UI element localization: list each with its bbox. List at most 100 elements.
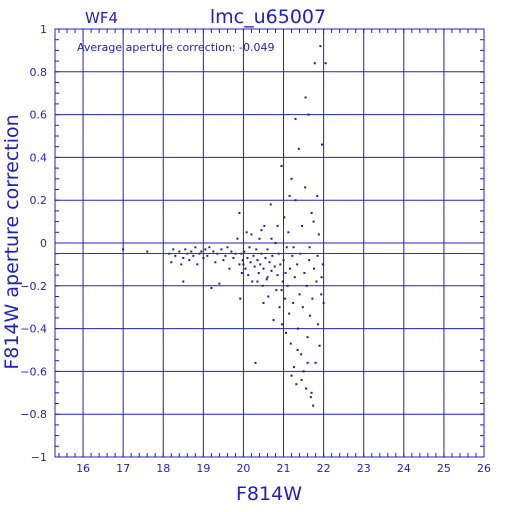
x-tick-label: 25 xyxy=(437,462,451,475)
scatter-point xyxy=(194,246,197,249)
scatter-point xyxy=(192,254,195,257)
dataset-title: lmc_u65007 xyxy=(210,6,326,28)
scatter-point xyxy=(188,259,191,262)
scatter-point xyxy=(200,250,203,253)
scatter-point xyxy=(315,280,318,283)
y-tick-label: −0.4 xyxy=(20,323,47,336)
x-tick-label: 16 xyxy=(76,462,90,475)
scatter-point xyxy=(316,254,319,257)
scatter-point xyxy=(280,289,283,292)
scatter-point xyxy=(296,327,299,330)
scatter-point xyxy=(292,246,295,249)
scatter-point xyxy=(312,404,315,407)
scatter-point xyxy=(266,248,269,251)
scatter-point xyxy=(321,143,324,146)
scatter-point xyxy=(238,263,241,266)
data-points xyxy=(122,45,327,407)
scatter-point xyxy=(275,289,278,292)
scatter-point xyxy=(268,261,271,264)
x-tick-label: 26 xyxy=(477,462,491,475)
scatter-point xyxy=(122,248,125,251)
scatter-point xyxy=(273,265,276,268)
scatter-point xyxy=(290,374,293,377)
scatter-point xyxy=(271,254,274,257)
x-tick-label: 18 xyxy=(156,462,170,475)
x-axis-ticks: 16 17 18 19 20 21 22 23 24 25 26 xyxy=(58,29,491,475)
scatter-point xyxy=(260,229,263,232)
scatter-point xyxy=(310,391,313,394)
scatter-point xyxy=(228,267,231,270)
scatter-point xyxy=(246,256,249,259)
scatter-point xyxy=(291,254,294,257)
scatter-point xyxy=(170,261,173,264)
scatter-point xyxy=(308,314,311,317)
scatter-point xyxy=(208,246,211,249)
scatter-point xyxy=(309,396,312,399)
scatter-point xyxy=(232,256,235,259)
scatter-point xyxy=(276,274,279,277)
x-axis-label: F814W xyxy=(236,483,302,505)
scatter-point xyxy=(298,293,301,296)
scatter-point xyxy=(288,267,291,270)
scatter-point xyxy=(304,186,307,189)
scatter-point xyxy=(321,263,324,266)
scatter-point xyxy=(311,297,314,300)
y-tick-label: −0.8 xyxy=(20,408,47,421)
scatter-point xyxy=(308,246,311,249)
scatter-point xyxy=(304,96,307,99)
scatter-point xyxy=(296,263,299,266)
scatter-point xyxy=(270,237,273,240)
scatter-point xyxy=(274,242,277,244)
scatter-point xyxy=(303,271,306,274)
x-tick-label: 19 xyxy=(196,462,210,475)
scatter-point xyxy=(247,274,250,277)
scatter-point xyxy=(300,353,303,356)
scatter-point xyxy=(267,295,270,298)
scatter-point xyxy=(282,259,285,262)
x-tick-label: 22 xyxy=(317,462,331,475)
scatter-point xyxy=(204,248,207,251)
scatter-point xyxy=(239,297,242,300)
scatter-point xyxy=(276,224,279,227)
scatter-point xyxy=(322,301,325,304)
scatter-point xyxy=(319,45,322,48)
scatter-point xyxy=(262,267,265,270)
scatter-point xyxy=(294,199,297,202)
scatter-point xyxy=(302,370,305,373)
scatter-point xyxy=(324,62,327,65)
scatter-point xyxy=(146,250,149,253)
scatter-point xyxy=(254,361,257,364)
scatter-point xyxy=(180,263,183,266)
scatter-point xyxy=(244,267,247,270)
scatter-point xyxy=(259,263,262,266)
scatter-point xyxy=(297,147,300,150)
scatter-point xyxy=(245,231,248,234)
scatter-point xyxy=(172,248,175,251)
y-tick-label: 0 xyxy=(40,237,47,250)
scatter-point xyxy=(182,280,185,283)
scatter-point xyxy=(248,246,251,249)
scatter-point xyxy=(218,282,221,285)
y-tick-label: 0.2 xyxy=(30,194,48,207)
scatter-point xyxy=(320,293,323,296)
scatter-point xyxy=(278,306,281,309)
scatter-point xyxy=(292,366,295,369)
scatter-point xyxy=(184,248,187,251)
scatter-point xyxy=(300,378,303,381)
scatter-point xyxy=(286,284,289,287)
scatter-point xyxy=(317,233,320,236)
y-tick-label: −1 xyxy=(31,451,47,464)
scatter-point xyxy=(250,233,253,236)
scatter-point xyxy=(287,231,290,234)
scatter-point xyxy=(317,323,320,326)
scatter-point xyxy=(226,246,229,249)
scatter-point xyxy=(174,254,177,257)
scatter-point xyxy=(258,237,261,240)
scatter-point xyxy=(281,280,284,283)
x-tick-label: 20 xyxy=(236,462,250,475)
scatter-point xyxy=(292,301,295,304)
scatter-point xyxy=(294,117,297,120)
y-tick-label: 0.6 xyxy=(30,109,48,122)
scatter-point xyxy=(285,246,288,249)
